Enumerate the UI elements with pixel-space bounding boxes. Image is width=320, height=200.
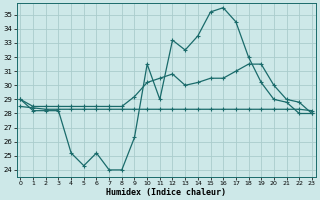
X-axis label: Humidex (Indice chaleur): Humidex (Indice chaleur) [106,188,226,197]
